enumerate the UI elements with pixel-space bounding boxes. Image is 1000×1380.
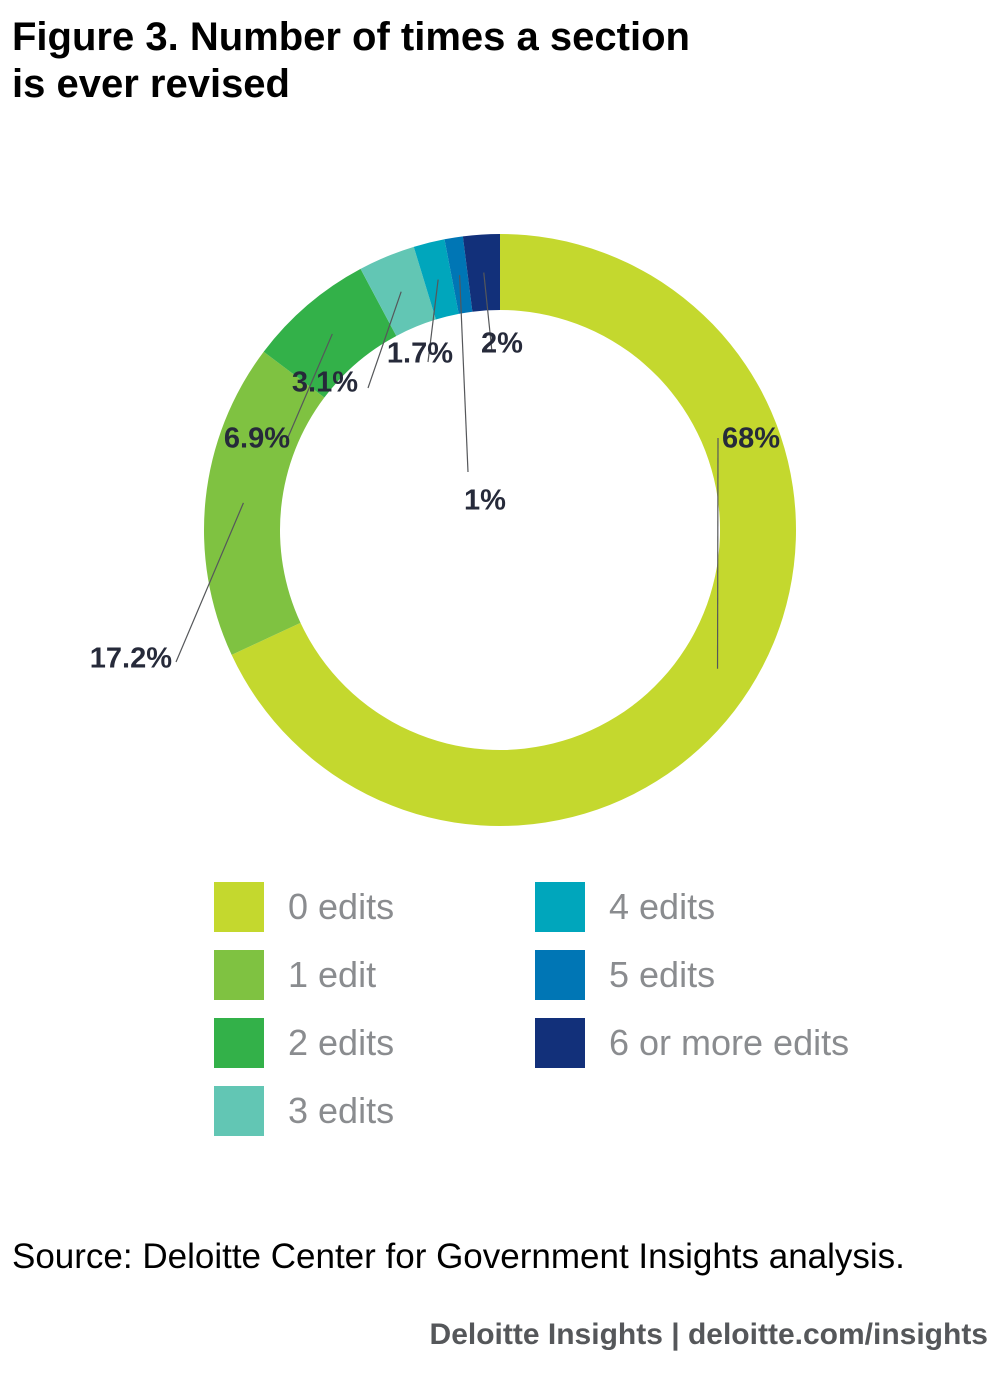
leader-line-2-edits: [285, 333, 333, 443]
legend-label: 3 edits: [288, 1090, 395, 1131]
legend-swatch: [535, 950, 585, 1000]
legend-label: 0 edits: [288, 886, 395, 927]
leader-line-1-edit: [175, 502, 244, 663]
legend-swatch: [214, 1086, 264, 1136]
slice-2-edits: [263, 268, 397, 398]
chart-title-line-1: Figure 3. Number of times a section: [12, 15, 690, 59]
leader-line-5-edits: [459, 275, 469, 473]
chart-legend: 0 edits 1 edit 2 edits 3 edits 4 edits 5…: [214, 882, 934, 1152]
footer-credit: Deloitte Insights | deloitte.com/insight…: [429, 1318, 988, 1351]
slice-6-or-more-edits: [462, 234, 500, 312]
slice-3-edits: [360, 246, 436, 336]
legend-swatch: [214, 882, 264, 932]
legend-label: 1 edit: [288, 954, 377, 995]
legend-item-2-edits: 2 edits: [214, 1018, 394, 1068]
legend-item-3-edits: 3 edits: [214, 1086, 394, 1136]
leader-line-6-or-more-edits: [483, 272, 493, 353]
legend-item-4-edits: 4 edits: [535, 882, 715, 932]
legend-swatch: [214, 950, 264, 1000]
chart-title: Figure 3. Number of times a section is e…: [12, 14, 912, 108]
data-label-5-edits: 1%: [464, 485, 506, 517]
slice-1-edit: [204, 351, 325, 655]
legend-label: 6 or more edits: [609, 1022, 850, 1063]
source-note: Source: Deloitte Center for Government I…: [12, 1237, 905, 1276]
legend-swatch: [535, 882, 585, 932]
legend-item-5-edits: 5 edits: [535, 950, 715, 1000]
donut-chart: 68% 17.2% 6.9%3.1% 1.7% 1% 2%: [90, 234, 796, 827]
data-label-6-or-more-edits: 2%: [481, 328, 523, 360]
data-label-2-edits: 6.9%: [224, 423, 290, 455]
chart-title-line-2: is ever revised: [12, 62, 290, 106]
legend-item-6-or-more-edits: 6 or more edits: [535, 1018, 849, 1068]
leader-line-3-edits: [367, 291, 402, 389]
data-label-4-edits: 1.7%: [387, 338, 453, 370]
slice-4-edits: [413, 239, 459, 320]
data-label-3-edits: 3.1%: [292, 367, 358, 399]
legend-swatch: [214, 1018, 264, 1068]
data-label-0-edits: 68%: [722, 423, 780, 455]
legend-item-0-edits: 0 edits: [214, 882, 394, 932]
legend-label: 2 edits: [288, 1022, 395, 1063]
legend-label: 4 edits: [609, 886, 716, 927]
leader-line-4-edits: [427, 279, 439, 363]
slice-5-edits: [444, 236, 473, 314]
legend-label: 5 edits: [609, 954, 716, 995]
data-label-1-edit: 17.2%: [90, 643, 172, 675]
legend-swatch: [535, 1018, 585, 1068]
legend-item-1-edit: 1 edit: [214, 950, 376, 1000]
